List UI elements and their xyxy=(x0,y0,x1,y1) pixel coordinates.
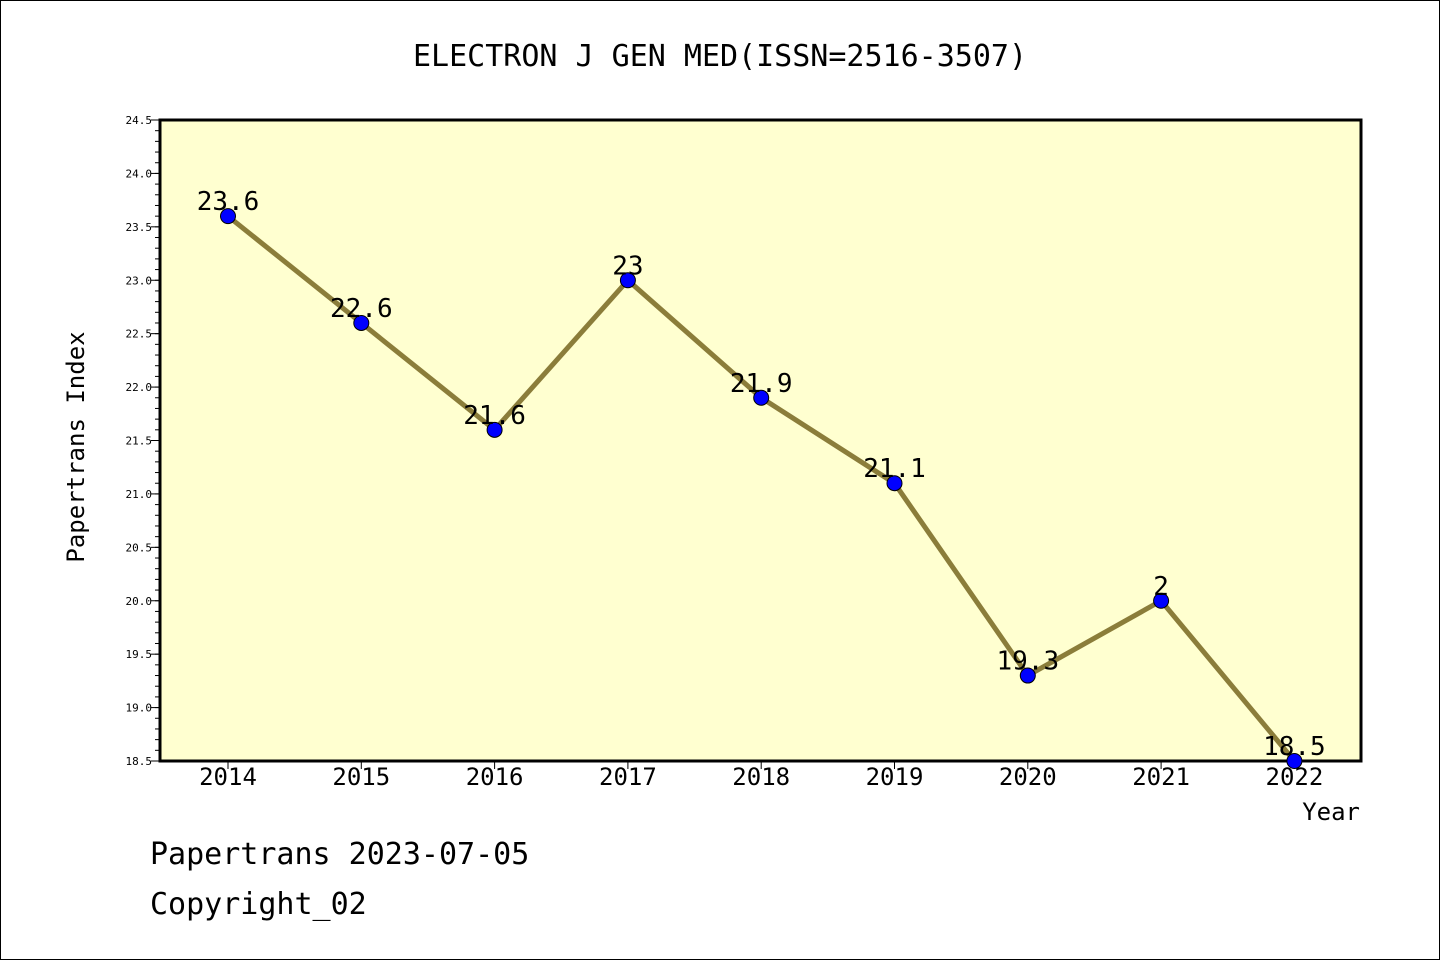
x-tick-label: 2019 xyxy=(866,763,924,791)
data-label: 21.9 xyxy=(730,369,793,399)
x-tick-label: 2018 xyxy=(732,763,790,791)
data-label: 2 xyxy=(1153,572,1169,602)
data-point xyxy=(486,421,503,438)
y-tick-label: 21.0 xyxy=(126,488,153,501)
data-labels: 23.6 22.6 21.6 23 21.9 21.1 19.3 2 18.5 xyxy=(197,187,1326,762)
y-tick-label: 23.5 xyxy=(126,221,153,234)
x-tick-label: 2016 xyxy=(466,763,524,791)
y-axis-label: Papertrans Index xyxy=(62,331,90,562)
data-point xyxy=(1153,592,1170,609)
chart-title: ELECTRON J GEN MED(ISSN=2516-3507) xyxy=(413,39,1027,74)
y-tick-label: 19.0 xyxy=(126,702,153,715)
data-label: 18.5 xyxy=(1263,732,1326,762)
data-point xyxy=(753,389,770,406)
y-tick-label: 21.5 xyxy=(126,435,153,448)
data-label: 21.1 xyxy=(863,454,926,484)
x-tick-label: 2014 xyxy=(199,763,257,791)
y-tick-label: 19.5 xyxy=(126,648,153,661)
x-tick-label: 2015 xyxy=(332,763,390,791)
x-tick-label: 2017 xyxy=(599,763,657,791)
y-tick-label: 20.5 xyxy=(126,541,153,554)
y-axis: 18.5 19.0 19.5 20.0 20.5 21.0 21.5 22.0 22.5 23.0… xyxy=(126,114,160,768)
x-tick-label: 2021 xyxy=(1132,763,1190,791)
data-label: 23 xyxy=(612,251,643,281)
data-point xyxy=(619,272,636,289)
footer-copyright: Copyright_02 xyxy=(150,887,367,922)
y-tick-label: 24.5 xyxy=(126,114,153,127)
y-tick-label: 23.0 xyxy=(126,274,153,287)
y-tick-label: 24.0 xyxy=(126,167,153,180)
y-tick-label: 20.0 xyxy=(126,595,153,608)
y-tick-label: 18.5 xyxy=(126,755,153,768)
data-point xyxy=(1286,753,1303,769)
x-tick-label: 2020 xyxy=(999,763,1057,791)
series-markers xyxy=(220,208,1303,769)
data-point xyxy=(220,208,236,225)
x-axis: 2014 2015 2016 2017 2018 2019 2020 2021 2022 xyxy=(199,761,1323,791)
data-point xyxy=(1019,667,1036,684)
data-label: 19.3 xyxy=(996,647,1059,677)
x-axis-label: Year xyxy=(1302,798,1360,826)
data-label: 21.6 xyxy=(463,401,526,431)
footer-date: Papertrans 2023-07-05 xyxy=(150,837,529,872)
data-label: 22.6 xyxy=(330,294,393,324)
data-point xyxy=(886,475,903,492)
data-label: 23.6 xyxy=(197,187,260,217)
plot-area xyxy=(158,118,1363,763)
data-point xyxy=(353,314,370,331)
y-tick-label: 22.5 xyxy=(126,328,153,341)
y-tick-label: 22.0 xyxy=(126,381,153,394)
